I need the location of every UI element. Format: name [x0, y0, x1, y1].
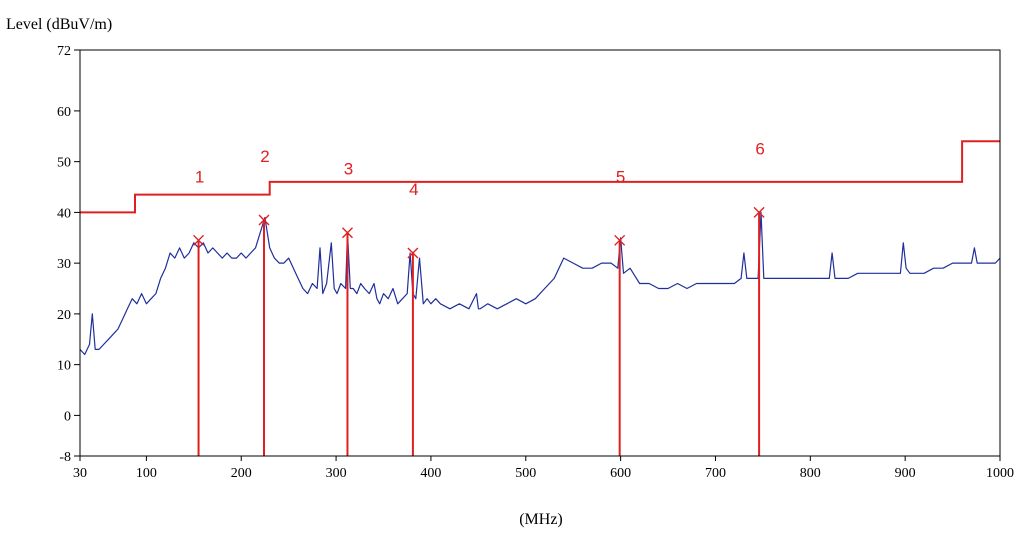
x-tick-label: 100: [136, 466, 157, 481]
marker-label: 5: [616, 167, 625, 186]
marker-x-icon: [258, 214, 270, 226]
y-tick-label: 30: [57, 257, 71, 272]
y-tick-label: 0: [64, 409, 71, 424]
x-tick-label: 900: [895, 466, 916, 481]
y-tick-label: 20: [57, 308, 71, 323]
marker-label: 3: [344, 160, 353, 179]
marker-x-icon: [614, 234, 626, 246]
marker-x-icon: [341, 227, 353, 239]
marker-label: 4: [409, 180, 418, 199]
marker-label: 2: [260, 147, 269, 166]
marker-x-icon: [753, 206, 765, 218]
x-tick-label: 400: [420, 466, 441, 481]
x-tick-label: 800: [800, 466, 821, 481]
x-tick-label: 500: [515, 466, 536, 481]
y-tick-label: 10: [57, 359, 71, 374]
marker-x-icon: [407, 247, 419, 259]
marker-label: 1: [195, 167, 204, 186]
x-tick-label: 1000: [986, 466, 1014, 481]
trace-layer: [79, 211, 1001, 356]
marker-x-icon: [193, 234, 205, 246]
y-axis: -8 0 10 20 30 40 50 60 72: [57, 44, 80, 465]
marker-label: 6: [755, 139, 764, 158]
x-axis: 30 100 200 300 400 500 600 700 800 900 1000: [73, 456, 1014, 481]
x-tick-label: 700: [705, 466, 726, 481]
x-tick-label: 30: [73, 466, 87, 481]
marker-layer: 1 2 3 4 5 6: [193, 139, 765, 456]
y-tick-label: 72: [57, 44, 71, 59]
y-tick-label: -8: [59, 450, 71, 465]
limit-line: [80, 140, 1000, 214]
measurement-trace: [79, 211, 1001, 356]
y-tick-label: 50: [57, 156, 71, 171]
y-tick-label: 60: [57, 105, 71, 120]
plot-frame: [79, 49, 1001, 457]
x-axis-title: (MHz): [519, 511, 563, 528]
x-tick-label: 600: [610, 466, 631, 481]
x-tick-label: 300: [326, 466, 347, 481]
limit-line-layer: [80, 140, 1000, 214]
x-tick-label: 200: [231, 466, 252, 481]
y-tick-label: 40: [57, 206, 71, 221]
y-axis-title: Level (dBuV/m): [6, 16, 112, 33]
